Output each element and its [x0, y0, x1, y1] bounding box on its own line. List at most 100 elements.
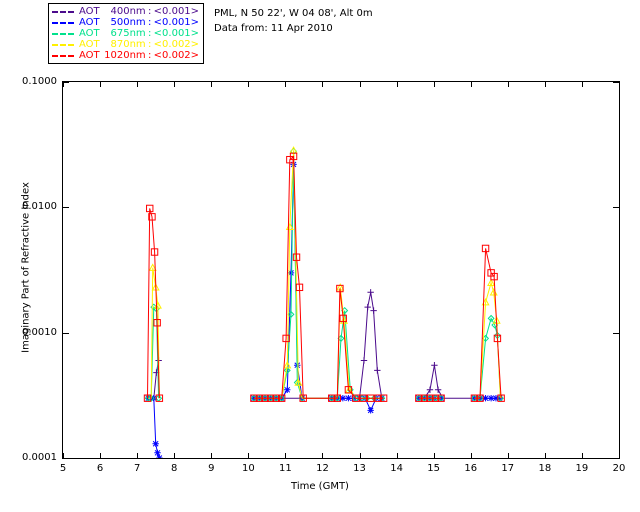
data-point-square: [437, 394, 445, 402]
data-point-square: [339, 314, 347, 323]
series-4: [143, 152, 505, 402]
series-line: [418, 365, 499, 399]
y-tick-label: 0.1000: [22, 76, 57, 87]
series-2: [144, 147, 504, 402]
data-point-diamond: [147, 394, 155, 402]
y-tick-label: 0.0001: [22, 452, 57, 463]
data-point-diamond: [487, 314, 495, 323]
y-tick: [613, 458, 620, 459]
data-point-plus: [431, 362, 438, 369]
series-line: [474, 248, 502, 399]
x-tick: [544, 81, 546, 87]
legend-item: AOT 500nm: <0.001>: [52, 17, 199, 28]
legend-item: AOT 870nm: <0.002>: [52, 39, 199, 50]
data-point-plus: [360, 357, 368, 364]
plot-area: [62, 81, 620, 459]
y-tick: [613, 207, 620, 209]
series-0: [148, 289, 499, 399]
x-tick: [359, 453, 361, 459]
chart-svg: [143, 146, 505, 458]
data-point-square: [497, 394, 505, 402]
legend-line-swatch: [52, 43, 74, 46]
x-tick: [581, 453, 583, 459]
y-tick-label: 0.0010: [22, 326, 57, 338]
data-point-asterisk: [345, 395, 352, 402]
x-tick: [322, 453, 324, 459]
y-axis-label: Imaginary Part of Refractive Index: [20, 182, 32, 353]
y-tick: [62, 458, 69, 459]
data-point-square: [481, 244, 490, 253]
x-tick: [507, 453, 509, 459]
data-point-square: [146, 204, 154, 213]
data-point-diamond: [283, 366, 291, 375]
legend-item: AOT 1020nm: <0.002>: [52, 50, 199, 61]
data-point-triangle: [345, 385, 354, 394]
data-point-asterisk: [487, 395, 495, 402]
x-tick: [619, 453, 620, 459]
site-line: PML, N 50 22', W 04 08', Alt 0m: [214, 8, 373, 19]
x-tick-label: 8: [171, 463, 178, 474]
x-tick: [100, 453, 102, 459]
x-tick: [507, 81, 509, 87]
x-tick: [544, 453, 546, 459]
legend-item-label: AOT 675nm: <0.001>: [79, 28, 200, 39]
data-point-asterisk: [482, 395, 489, 402]
data-point-asterisk: [154, 449, 161, 457]
x-tick-label: 10: [241, 463, 255, 474]
data-point-square: [431, 394, 440, 402]
y-tick: [613, 82, 620, 83]
data-point-square: [344, 386, 353, 394]
x-tick-label: 19: [575, 463, 589, 474]
x-tick-label: 6: [96, 463, 104, 474]
data-point-plus: [426, 386, 434, 394]
legend-item-label: AOT 500nm: <0.001>: [79, 17, 200, 28]
series-1: [145, 161, 503, 458]
data-point-asterisk: [367, 407, 374, 414]
data-point-plus: [370, 307, 377, 314]
data-point-diamond: [287, 310, 295, 318]
date-line: Data from: 11 Apr 2010: [214, 23, 333, 34]
x-tick: [174, 453, 176, 459]
data-point-square: [493, 334, 502, 343]
legend-item-label: AOT 400nm: <0.001>: [79, 6, 200, 17]
x-tick: [137, 453, 139, 459]
legend: AOT 400nm: <0.001> AOT 500nm: <0.001> AOT 675nm…: [48, 3, 205, 64]
x-tick: [285, 81, 287, 87]
data-point-asterisk: [350, 395, 358, 402]
x-tick: [137, 81, 139, 87]
y-tick: [62, 82, 69, 83]
x-tick-label: 20: [612, 463, 626, 474]
data-point-square: [328, 394, 336, 402]
series-line: [148, 397, 160, 458]
legend-item: AOT 675nm: <0.001>: [52, 28, 199, 39]
x-tick-label: 15: [427, 463, 441, 474]
x-tick-label: 13: [353, 463, 366, 474]
data-point-asterisk: [339, 395, 347, 402]
series-line: [147, 208, 160, 399]
data-point-square: [299, 394, 307, 402]
x-tick: [211, 453, 213, 459]
legend-line-swatch: [52, 54, 74, 57]
series-line: [253, 292, 383, 399]
x-tick: [359, 81, 361, 87]
data-point-plus: [364, 303, 371, 311]
x-tick: [211, 81, 213, 87]
x-tick: [433, 453, 435, 459]
data-point-square: [379, 394, 388, 402]
x-tick: [470, 453, 472, 459]
data-point-square: [490, 272, 498, 281]
legend-item-label: AOT 870nm: <0.002>: [79, 39, 200, 50]
data-point-square: [374, 394, 382, 402]
legend-line-swatch: [52, 21, 74, 24]
x-tick-label: 7: [133, 463, 141, 474]
x-axis-label: Time (GMT): [291, 481, 349, 492]
x-tick-label: 16: [464, 463, 478, 474]
series-line: [148, 360, 160, 399]
data-point-asterisk: [492, 395, 500, 402]
legend-line-swatch: [52, 32, 74, 35]
data-point-square: [295, 283, 304, 292]
data-point-diamond: [370, 394, 378, 402]
data-point-square: [359, 394, 367, 402]
y-tick: [62, 332, 69, 334]
